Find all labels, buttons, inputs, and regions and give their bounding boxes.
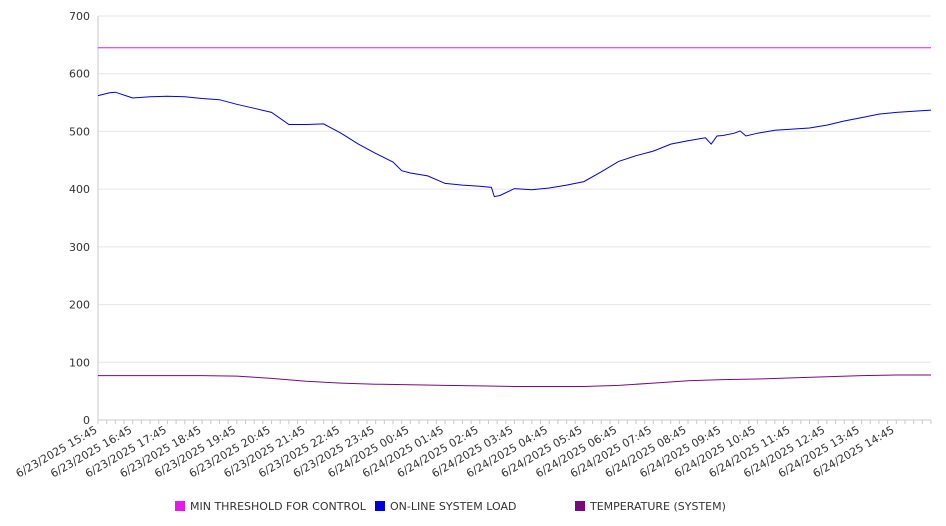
y-tick-label: 400 — [69, 183, 90, 196]
series-lines — [97, 47, 932, 387]
y-tick-label: 200 — [69, 299, 90, 312]
x-tick-labels: 6/23/2025 15:456/23/2025 16:456/23/2025 … — [14, 423, 897, 480]
legend-label: MIN THRESHOLD FOR CONTROL — [190, 499, 366, 513]
series-line-1 — [97, 91, 932, 198]
legend-swatch — [575, 501, 585, 511]
y-tick-label: 500 — [69, 125, 90, 138]
legend-label: ON-LINE SYSTEM LOAD — [390, 499, 517, 513]
legend-item[interactable]: MIN THRESHOLD FOR CONTROL — [175, 498, 366, 514]
legend-swatch — [375, 501, 385, 511]
y-tick-label: 600 — [69, 68, 90, 81]
y-tick-label: 100 — [69, 356, 90, 369]
y-tick-labels: 0 100 200 300 400 500 600 700 — [69, 10, 90, 427]
grid-lines — [98, 15, 931, 363]
chart-legend: MIN THRESHOLD FOR CONTROL ON-LINE SYSTEM … — [0, 498, 946, 514]
axes — [97, 16, 932, 424]
y-tick-label: 300 — [69, 241, 90, 254]
y-tick-label: 700 — [69, 10, 90, 23]
legend-label: TEMPERATURE (SYSTEM) — [590, 499, 726, 513]
legend-swatch — [175, 501, 185, 511]
legend-item[interactable]: TEMPERATURE (SYSTEM) — [575, 498, 726, 514]
series-line-2 — [98, 374, 931, 387]
legend-item[interactable]: ON-LINE SYSTEM LOAD — [375, 498, 516, 514]
y-tick-label: 0 — [83, 414, 90, 427]
